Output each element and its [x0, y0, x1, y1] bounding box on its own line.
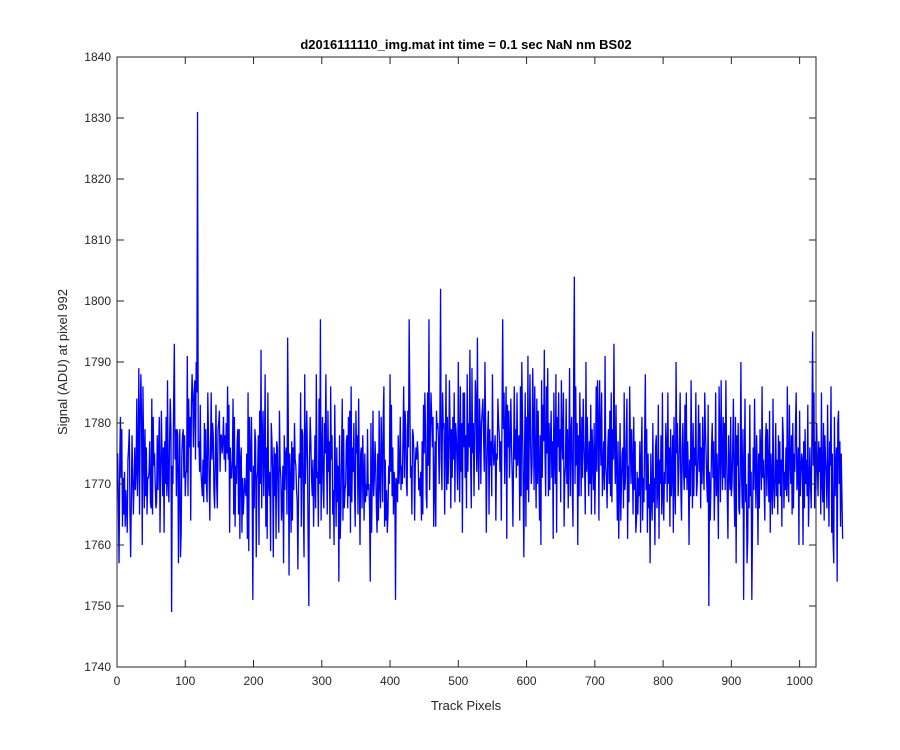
x-tick-label: 0 [114, 674, 121, 688]
y-axis-label: Signal (ADU) at pixel 992 [55, 289, 70, 435]
y-tick-label: 1750 [84, 599, 111, 613]
x-tick-label: 500 [448, 674, 468, 688]
x-axis-label: Track Pixels [431, 698, 502, 713]
series-line [117, 111, 844, 613]
y-tick-label: 1810 [84, 233, 111, 247]
plot-area [116, 56, 844, 668]
y-tick-label: 1770 [84, 477, 111, 491]
x-axis: 0 100 200 300 400 500 600 700 800 900 1000 [114, 57, 813, 688]
x-tick-label: 900 [721, 674, 741, 688]
y-tick-label: 1820 [84, 172, 111, 186]
x-tick-label: 700 [585, 674, 605, 688]
x-tick-label: 400 [380, 674, 400, 688]
x-tick-label: 300 [312, 674, 332, 688]
y-tick-label: 1790 [84, 355, 111, 369]
y-tick-label: 1760 [84, 538, 111, 552]
chart-title: d2016111110_img.mat int time = 0.1 sec N… [300, 37, 631, 52]
x-tick-label: 1000 [786, 674, 813, 688]
y-tick-label: 1800 [84, 294, 111, 308]
x-tick-label: 600 [517, 674, 537, 688]
x-tick-label: 200 [244, 674, 264, 688]
x-tick-label: 800 [653, 674, 673, 688]
y-tick-label: 1830 [84, 111, 111, 125]
axes-background [117, 57, 816, 667]
y-tick-label: 1740 [84, 660, 111, 674]
y-axis: 1740 1750 1760 1770 1780 1790 1800 1810 1820 1830… [84, 50, 816, 674]
y-tick-label: 1780 [84, 416, 111, 430]
y-tick-label: 1840 [84, 50, 111, 64]
x-tick-label: 100 [175, 674, 195, 688]
